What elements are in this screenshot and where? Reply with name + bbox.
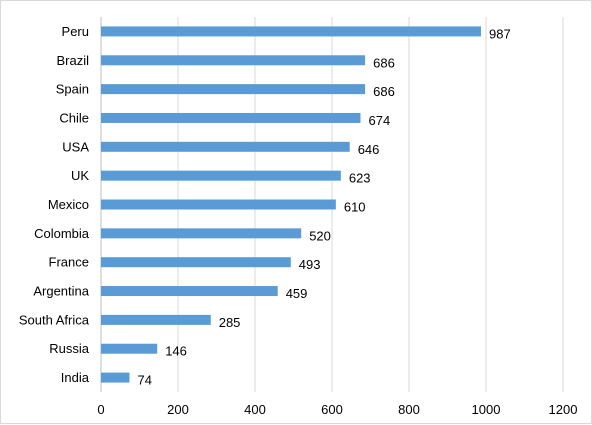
category-label: Russia [49,341,90,356]
bar-south-africa [101,314,211,325]
bar-colombia [101,228,302,239]
x-tick-label: 400 [244,402,266,417]
data-label: 285 [219,315,241,330]
category-label: India [61,370,90,385]
category-label: Argentina [33,284,89,299]
data-label: 674 [368,113,390,128]
data-label: 686 [373,55,395,70]
x-tick-label: 600 [321,402,343,417]
bar-spain [101,84,366,95]
category-label: USA [62,139,89,154]
category-label: Colombia [34,226,90,241]
category-label: Spain [56,82,89,97]
x-tick-label: 0 [97,402,104,417]
category-label: Brazil [56,53,89,68]
category-label: France [49,255,89,270]
value-labels: 987 686 686 674 646 623 610 520 493 459 285 146 74 [137,26,510,387]
data-label: 623 [349,171,371,186]
x-tick-label: 200 [167,402,189,417]
data-label: 74 [137,373,151,388]
category-label: Chile [59,110,89,125]
x-tick-label: 1200 [549,402,578,417]
bar-usa [101,141,350,152]
bar-chile [101,112,361,123]
data-label: 493 [299,257,321,272]
data-label: 646 [358,142,380,157]
x-tick-labels: 0 200 400 600 800 1000 1200 [97,402,577,417]
bar-mexico [101,199,336,210]
category-label: Peru [62,24,89,39]
data-label: 987 [489,26,511,41]
bar-uk [101,170,341,181]
category-label: Mexico [48,197,89,212]
bar-india [101,372,130,383]
data-label: 459 [286,286,308,301]
bar-brazil [101,55,366,66]
data-label: 686 [373,84,395,99]
data-label: 520 [309,228,331,243]
data-label: 610 [344,200,366,215]
category-labels: Peru Brazil Spain Chile USA UK Mexico Colombia F… [19,24,90,385]
bar-russia [101,343,158,354]
category-label: UK [71,168,89,183]
bars [101,26,481,383]
bar-argentina [101,286,278,297]
data-label: 146 [165,344,187,359]
bar-france [101,257,291,268]
x-tick-label: 800 [398,402,420,417]
x-tick-label: 1000 [472,402,501,417]
category-label: South Africa [19,312,90,327]
bar-peru [101,26,481,37]
